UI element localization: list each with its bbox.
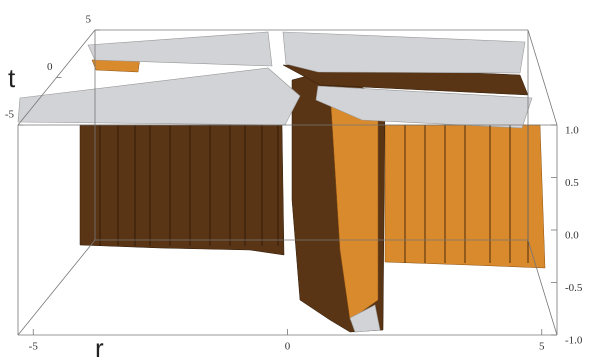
surface-bottom-patch [349,304,381,333]
z-tick-label: -1.0 [565,335,583,347]
x-tick-label: 5 [539,341,545,353]
surface [17,31,546,333]
z-tick-label: 0.5 [565,177,579,189]
z-tick-label: -0.5 [565,282,583,294]
y-axis-title: t [8,63,16,93]
x-tick-label: -5 [29,341,39,353]
y-tick-label: -5 [5,109,15,121]
surface-plane [17,67,301,126]
x-axis-title: r [95,333,104,362]
y-tick-label: 5 [86,14,92,26]
surface-plane [282,31,526,74]
surface-front-dark [79,124,285,256]
y-tick-label: 0 [47,61,53,73]
box-edge [527,29,558,126]
z-tick-label: 1.0 [565,125,579,137]
box-edge [527,239,558,336]
surface-plane [315,85,533,129]
x-tick-label: 0 [285,341,291,353]
surface-plane [87,31,273,67]
box-edge [17,239,96,336]
z-tick-label: 0.0 [565,230,579,242]
